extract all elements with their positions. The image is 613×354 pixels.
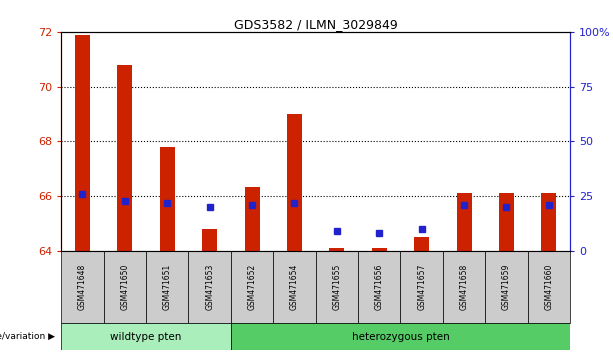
FancyBboxPatch shape [316,251,358,322]
FancyBboxPatch shape [528,251,570,322]
FancyBboxPatch shape [61,251,104,322]
Text: GSM471660: GSM471660 [544,263,554,310]
Bar [245,187,259,251]
FancyBboxPatch shape [61,322,231,350]
FancyBboxPatch shape [189,251,231,322]
Text: GSM471654: GSM471654 [290,263,299,310]
Text: wildtype pten: wildtype pten [110,332,182,342]
Bar [118,65,132,251]
FancyBboxPatch shape [485,251,528,322]
FancyBboxPatch shape [443,251,485,322]
Text: GSM471658: GSM471658 [460,264,468,310]
FancyBboxPatch shape [104,251,146,322]
Text: GSM471656: GSM471656 [375,263,384,310]
Text: GSM471651: GSM471651 [163,264,172,310]
Bar [414,237,429,251]
Text: GSM471659: GSM471659 [502,263,511,310]
FancyBboxPatch shape [231,322,570,350]
Text: GSM471652: GSM471652 [248,264,257,310]
Bar [160,147,175,251]
FancyBboxPatch shape [273,251,316,322]
FancyBboxPatch shape [400,251,443,322]
Bar [499,193,514,251]
Text: heterozygous pten: heterozygous pten [352,332,449,342]
Text: GSM471653: GSM471653 [205,263,214,310]
Title: GDS3582 / ILMN_3029849: GDS3582 / ILMN_3029849 [234,18,398,31]
Text: GSM471655: GSM471655 [332,263,341,310]
Bar [202,229,217,251]
Text: GSM471648: GSM471648 [78,264,87,310]
Bar [541,193,557,251]
FancyBboxPatch shape [358,251,400,322]
FancyBboxPatch shape [231,251,273,322]
Text: GSM471657: GSM471657 [417,263,426,310]
Bar [75,35,90,251]
Text: genotype/variation ▶: genotype/variation ▶ [0,332,55,341]
FancyBboxPatch shape [146,251,189,322]
Text: GSM471650: GSM471650 [120,263,129,310]
Bar [457,193,471,251]
Bar [329,248,345,251]
Bar [287,114,302,251]
Bar [372,248,387,251]
